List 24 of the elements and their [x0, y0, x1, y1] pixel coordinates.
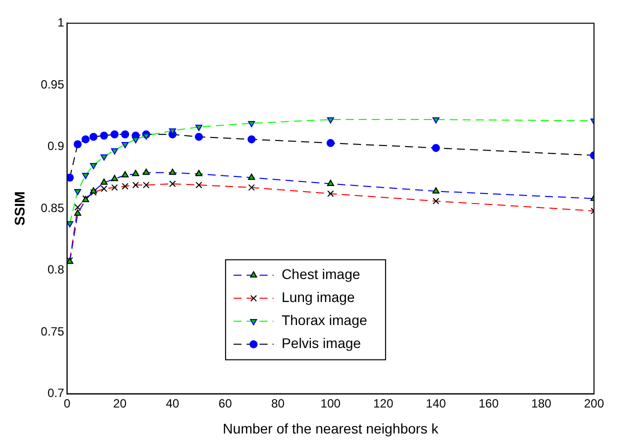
- x-axis-title: Number of the nearest neighbors k: [222, 420, 440, 436]
- legend-label: Lung image: [282, 289, 355, 306]
- y-tick-label: 0.85: [40, 200, 64, 215]
- y-tick-label: 0.7: [47, 386, 64, 400]
- y-tick-label: 0.9: [47, 139, 64, 154]
- x-tick-label: 140: [426, 396, 446, 410]
- legend-label: Pelvis image: [282, 335, 362, 352]
- y-tick-label: 0.95: [40, 77, 64, 92]
- x-tick-label: 40: [166, 396, 180, 410]
- y-tick-label: 0.75: [40, 324, 64, 338]
- x-tick-label: 100: [320, 396, 341, 410]
- x-tick-label: 60: [218, 396, 232, 410]
- x-tick-label: 160: [478, 396, 499, 410]
- x-tick-label: 80: [271, 396, 285, 410]
- y-tick-label: 0.8: [47, 262, 64, 277]
- x-tick-label: 0: [64, 396, 71, 410]
- x-tick-label: 120: [373, 396, 394, 410]
- x-tick-label: 20: [113, 396, 127, 410]
- x-tick-label: 180: [531, 396, 552, 410]
- y-axis-title: SSIM: [11, 191, 28, 226]
- legend-label: Thorax image: [282, 312, 368, 328]
- legend-label: Chest image: [282, 266, 360, 282]
- x-tick-label: 200: [584, 396, 604, 410]
- y-tick-label: 1: [57, 16, 64, 30]
